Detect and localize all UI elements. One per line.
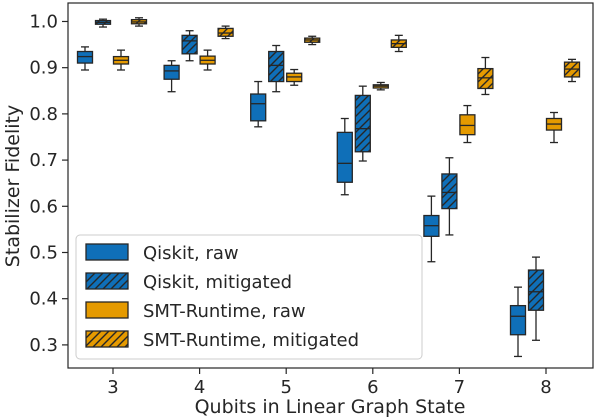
box-smt-runtime-mitigated-8 xyxy=(563,58,581,83)
box-qiskit-raw-4 xyxy=(163,60,180,93)
y-tick-label: 0.3 xyxy=(29,335,58,356)
y-tick-label: 1.0 xyxy=(29,11,58,32)
box-body xyxy=(509,304,527,336)
box-hatch xyxy=(477,68,493,89)
legend-label: SMT-Runtime, mitigated xyxy=(143,330,359,351)
x-axis-ticks: 3 4 5 6 7 8 xyxy=(107,368,552,398)
y-tick-label: 0.5 xyxy=(29,242,58,263)
box-qiskit-raw-8 xyxy=(509,286,527,358)
y-tick-label: 0.8 xyxy=(29,104,58,125)
legend-entry: SMT-Runtime, mitigated xyxy=(85,330,359,351)
box-hatch xyxy=(355,95,371,152)
box-qiskit-raw-3 xyxy=(76,46,94,71)
y-tick-label: 0.9 xyxy=(29,58,58,79)
plot-area xyxy=(76,17,581,358)
box-qiskit-mitigated-8 xyxy=(527,256,545,341)
legend-swatch-hatch xyxy=(86,273,128,289)
plot-frame xyxy=(67,2,594,369)
box-hatch xyxy=(528,270,544,311)
box-smt-runtime-mitigated-6 xyxy=(390,34,407,53)
box-smt-runtime-mitigated-7 xyxy=(477,56,494,96)
x-axis-label: Qubits in Linear Graph State xyxy=(195,396,466,418)
box-smt-runtime-mitigated-5 xyxy=(304,35,321,46)
box-qiskit-raw-6 xyxy=(336,117,353,196)
y-tick-label: 0.4 xyxy=(29,289,58,310)
box-body xyxy=(336,131,353,183)
box-hatch xyxy=(182,35,198,54)
box-qiskit-mitigated-3 xyxy=(94,18,112,28)
legend: Qiskit, raw Qiskit, mitigated SMT-Runtime,… xyxy=(75,234,423,360)
box-hatch xyxy=(218,28,234,37)
box-smt-runtime-mitigated-4 xyxy=(217,25,234,40)
box-body xyxy=(163,64,180,80)
legend-entry: Qiskit, raw xyxy=(85,243,239,264)
y-tick-label: 0.6 xyxy=(29,196,58,217)
x-tick-label: 5 xyxy=(280,377,291,398)
legend-label: SMT-Runtime, raw xyxy=(143,301,306,322)
y-axis-label: Stabilizer Fidelity xyxy=(2,105,24,267)
box-qiskit-mitigated-5 xyxy=(268,44,285,93)
box-qiskit-raw-5 xyxy=(250,80,267,128)
box-smt-runtime-raw-4 xyxy=(199,49,216,71)
legend-label: Qiskit, raw xyxy=(143,243,239,264)
legend-swatch xyxy=(85,243,129,261)
box-smt-runtime-raw-7 xyxy=(459,104,476,144)
legend-swatch xyxy=(85,301,129,319)
box-hatch xyxy=(441,173,457,209)
box-qiskit-raw-7 xyxy=(423,195,440,263)
box-qiskit-mitigated-7 xyxy=(441,157,458,236)
x-tick-label: 4 xyxy=(194,377,205,398)
box-smt-runtime-raw-5 xyxy=(286,68,303,86)
y-axis-ticks: 0.3 0.4 0.5 0.6 0.7 0.8 0.9 1.0 xyxy=(29,11,68,356)
box-smt-runtime-raw-6 xyxy=(372,81,389,91)
x-tick-label: 3 xyxy=(107,377,118,398)
box-smt-runtime-raw-3 xyxy=(112,49,130,71)
legend-frame xyxy=(75,234,423,360)
box-qiskit-mitigated-4 xyxy=(181,30,198,62)
legend-label: Qiskit, mitigated xyxy=(143,272,292,293)
box-smt-runtime-mitigated-3 xyxy=(130,17,148,27)
box-body xyxy=(250,93,267,122)
x-tick-label: 8 xyxy=(540,377,551,398)
legend-entry: Qiskit, mitigated xyxy=(85,272,292,293)
box-body xyxy=(76,50,94,64)
legend-entry: SMT-Runtime, raw xyxy=(85,301,306,322)
x-tick-label: 6 xyxy=(367,377,378,398)
legend-swatch-hatch xyxy=(86,331,128,347)
box-hatch xyxy=(268,51,284,82)
y-tick-label: 0.7 xyxy=(29,150,58,171)
box-smt-runtime-raw-8 xyxy=(545,111,563,144)
x-tick-label: 7 xyxy=(454,377,465,398)
box-body xyxy=(459,114,476,136)
box-qiskit-mitigated-6 xyxy=(354,85,371,162)
